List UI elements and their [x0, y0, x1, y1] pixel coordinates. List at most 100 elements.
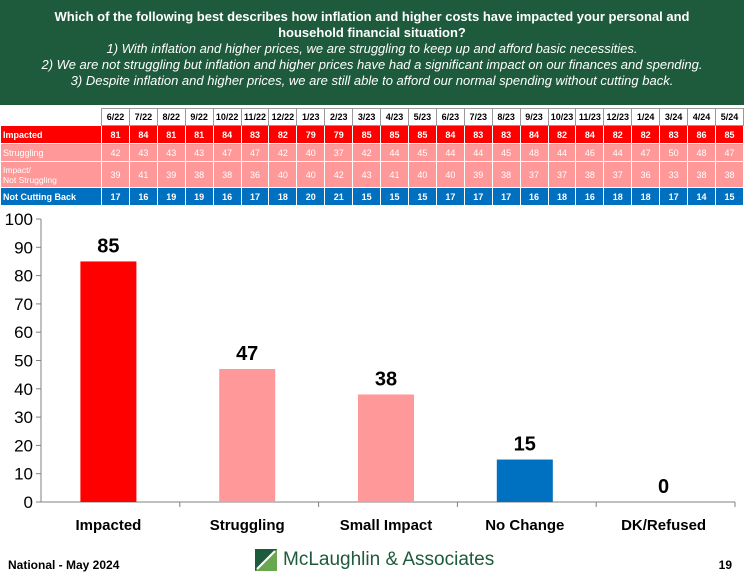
- tracking-date: 5/24: [714, 108, 744, 126]
- tracking-cell: 21: [324, 187, 354, 206]
- data-label: 38: [375, 368, 397, 390]
- tracking-cell: 20: [296, 187, 326, 206]
- tracking-cell: 16: [212, 187, 242, 206]
- tracking-cell: 33: [659, 161, 689, 188]
- tracking-date: 8/23: [491, 108, 521, 126]
- tracking-row-label: Impacted: [0, 125, 102, 144]
- tracking-cell: 42: [352, 143, 382, 162]
- tracking-cell: 50: [659, 143, 689, 162]
- tracking-cell: 41: [128, 161, 158, 188]
- y-tick-label: 100: [5, 210, 33, 229]
- tracking-cell: 42: [324, 161, 354, 188]
- tracking-date: 7/22: [128, 108, 158, 126]
- tracking-cell: 83: [491, 125, 521, 144]
- tracking-cell: 17: [491, 187, 521, 206]
- page-number: 19: [718, 558, 732, 572]
- tracking-cell: 82: [631, 125, 661, 144]
- tracking-cell: 85: [407, 125, 437, 144]
- y-tick-label: 50: [14, 352, 33, 371]
- y-tick-label: 80: [14, 267, 33, 286]
- bar: [219, 368, 276, 502]
- tracking-date: 7/23: [463, 108, 493, 126]
- data-label: 47: [236, 343, 258, 365]
- tracking-cell: 36: [631, 161, 661, 188]
- tracking-date: 12/23: [603, 108, 633, 126]
- category-label: Small Impact: [340, 517, 433, 534]
- tracking-cell: 38: [184, 161, 214, 188]
- tracking-cell: 38: [714, 161, 744, 188]
- tracking-date: 10/23: [547, 108, 577, 126]
- tracking-cell: 48: [519, 143, 549, 162]
- category-label: No Change: [485, 517, 564, 534]
- tracking-cell: 46: [575, 143, 605, 162]
- tracking-cell: 79: [324, 125, 354, 144]
- y-tick-label: 70: [14, 295, 33, 314]
- tracking-date: 5/23: [407, 108, 437, 126]
- tracking-cell: 40: [296, 161, 326, 188]
- tracking-date: 4/23: [380, 108, 409, 126]
- tracking-date: 11/23: [575, 108, 605, 126]
- tracking-cell: 44: [547, 143, 577, 162]
- tracking-date: 4/24: [687, 108, 716, 126]
- question-text: Which of the following best describes ho…: [54, 9, 690, 40]
- tracking-cell: 81: [184, 125, 214, 144]
- tracking-date: 10/22: [212, 108, 242, 126]
- tracking-cell: 18: [268, 187, 298, 206]
- y-tick-label: 40: [14, 380, 33, 399]
- category-label: DK/Refused: [621, 517, 706, 534]
- tracking-cell: 84: [435, 125, 465, 144]
- bar-chart: 0 10 20 30 40 50 60 70 80 90 100 85 Impacted 47 Strugg…: [5, 210, 736, 534]
- y-tick-label: 60: [14, 323, 33, 342]
- tracking-cell: 37: [547, 161, 577, 188]
- tracking-date: 12/22: [268, 108, 298, 126]
- y-tick-label: 10: [14, 465, 33, 484]
- option-1: 1) With inflation and higher prices, we …: [106, 41, 638, 56]
- tracking-cell: 18: [631, 187, 661, 206]
- tracking-cell: 17: [463, 187, 493, 206]
- tracking-cell: 40: [435, 161, 465, 188]
- tracking-cell: 45: [407, 143, 437, 162]
- option-3: 3) Despite inflation and higher prices, …: [70, 73, 674, 88]
- y-tick-label: 90: [14, 238, 33, 257]
- tracking-row: Impacted 81 84 81 81 84 83 82 79 79 85 85 85 84 83 83 84…: [0, 125, 744, 144]
- tracking-date: 3/24: [659, 108, 689, 126]
- tracking-cell: 37: [603, 161, 633, 188]
- tracking-cell: 17: [659, 187, 689, 206]
- category-label: Impacted: [75, 517, 141, 534]
- tracking-cell: 18: [603, 187, 633, 206]
- tracking-date: 2/23: [324, 108, 354, 126]
- tracking-cell: 15: [380, 187, 409, 206]
- tracking-cell: 43: [184, 143, 214, 162]
- tracking-row: Not Cutting Back 17 16 19 19 16 17 18 20 21 15 15 15…: [0, 187, 744, 206]
- logo-mark-icon: [255, 549, 277, 571]
- tracking-row-label: Struggling: [0, 143, 102, 162]
- bar: [496, 459, 553, 502]
- tracking-table: 6/22 7/22 8/22 9/22 10/22 11/22 12/22 1/23 2/23 3…: [0, 108, 744, 206]
- tracking-date: 1/23: [296, 108, 326, 126]
- tracking-cell: 85: [714, 125, 744, 144]
- tracking-header-row: 6/22 7/22 8/22 9/22 10/22 11/22 12/22 1/23 2/23 3…: [0, 108, 744, 126]
- tracking-cell: 44: [463, 143, 493, 162]
- tracking-cell: 84: [519, 125, 549, 144]
- tracking-cell: 16: [128, 187, 158, 206]
- tracking-cell: 40: [296, 143, 326, 162]
- tracking-cell: 40: [407, 161, 437, 188]
- data-label: 0: [658, 476, 669, 498]
- data-label: 15: [514, 434, 536, 456]
- tracking-cell: 17: [435, 187, 465, 206]
- tracking-cell: 44: [435, 143, 465, 162]
- tracking-cell: 82: [268, 125, 298, 144]
- tracking-date: 6/23: [435, 108, 465, 126]
- tracking-date: 3/23: [352, 108, 382, 126]
- tracking-cell: 42: [268, 143, 298, 162]
- tracking-cell: 39: [101, 161, 130, 188]
- bar: [80, 261, 137, 502]
- tracking-cell: 81: [101, 125, 130, 144]
- tracking-cell: 42: [101, 143, 130, 162]
- tracking-date: 6/22: [101, 108, 130, 126]
- tracking-cell: 16: [519, 187, 549, 206]
- tracking-cell: 15: [714, 187, 744, 206]
- tracking-cell: 17: [101, 187, 130, 206]
- question-header: Which of the following best describes ho…: [0, 0, 744, 105]
- tracking-cell: 44: [603, 143, 633, 162]
